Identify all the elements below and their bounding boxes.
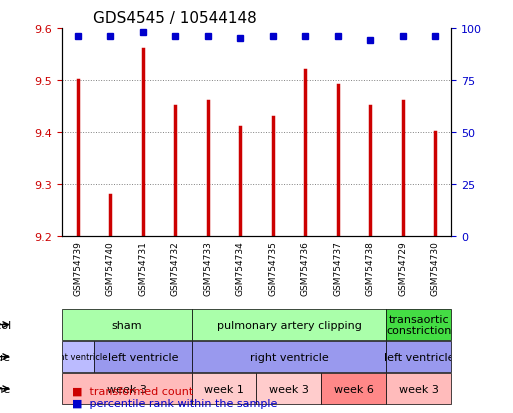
Text: week 3: week 3 <box>269 384 309 394</box>
FancyBboxPatch shape <box>256 373 322 404</box>
Text: GSM754733: GSM754733 <box>203 240 212 295</box>
Text: left ventricle: left ventricle <box>384 352 454 362</box>
FancyBboxPatch shape <box>62 309 191 340</box>
Text: pulmonary artery clipping: pulmonary artery clipping <box>216 320 362 330</box>
FancyBboxPatch shape <box>191 373 256 404</box>
Text: time: time <box>0 384 11 394</box>
FancyBboxPatch shape <box>191 309 386 340</box>
Text: week 1: week 1 <box>204 384 244 394</box>
Text: GSM754737: GSM754737 <box>333 240 342 295</box>
Text: ■  transformed count: ■ transformed count <box>72 385 193 395</box>
Text: GSM754739: GSM754739 <box>73 240 82 295</box>
Text: GSM754732: GSM754732 <box>171 240 180 295</box>
Text: right ventricle: right ventricle <box>48 352 108 361</box>
FancyBboxPatch shape <box>191 342 386 372</box>
Text: week 3: week 3 <box>107 384 147 394</box>
Text: protocol: protocol <box>0 320 11 330</box>
Text: GSM754734: GSM754734 <box>236 240 245 295</box>
FancyBboxPatch shape <box>386 373 451 404</box>
FancyBboxPatch shape <box>62 373 191 404</box>
Text: GSM754736: GSM754736 <box>301 240 310 295</box>
Text: sham: sham <box>111 320 142 330</box>
Text: GSM754735: GSM754735 <box>268 240 277 295</box>
Text: GSM754729: GSM754729 <box>398 240 407 295</box>
Text: week 6: week 6 <box>334 384 374 394</box>
Text: GDS4545 / 10544148: GDS4545 / 10544148 <box>93 12 256 26</box>
FancyBboxPatch shape <box>322 373 386 404</box>
Text: transaortic
constriction: transaortic constriction <box>386 314 451 335</box>
Text: tissue: tissue <box>0 352 11 362</box>
Text: right ventricle: right ventricle <box>250 352 328 362</box>
Text: ■  percentile rank within the sample: ■ percentile rank within the sample <box>72 398 277 408</box>
FancyBboxPatch shape <box>62 342 94 372</box>
Text: GSM754738: GSM754738 <box>366 240 374 295</box>
FancyBboxPatch shape <box>386 342 451 372</box>
FancyBboxPatch shape <box>94 342 191 372</box>
Text: GSM754731: GSM754731 <box>139 240 147 295</box>
FancyBboxPatch shape <box>386 309 451 340</box>
Text: left ventricle: left ventricle <box>108 352 178 362</box>
Text: week 3: week 3 <box>399 384 439 394</box>
Text: GSM754740: GSM754740 <box>106 240 115 295</box>
Text: GSM754730: GSM754730 <box>431 240 440 295</box>
